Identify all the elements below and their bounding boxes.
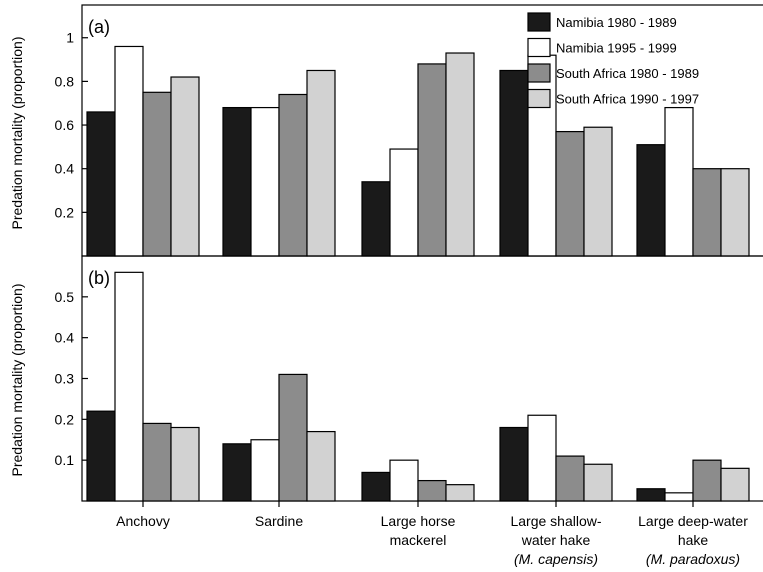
panel-a-label: (a) [88,17,110,37]
legend-swatch-1 [527,12,551,32]
panel-a-bar-s3-c2 [278,93,308,257]
legend-swatch-4 [527,88,551,109]
panel-a-bar-s1-c4 [499,69,529,257]
legend-swatch-2 [527,37,551,58]
panel-a-y-tick-label: 0.2 [55,204,75,220]
panel-b-bar-s4-c4 [583,463,613,502]
panel-b-bar-s3-c2 [278,373,308,502]
x-axis-categories: Anchovy Sardine Large horse mackerel Large s… [116,501,748,567]
x-category-label: Large horse [381,513,456,529]
panel-a-y-tick-label: 0.4 [55,161,75,177]
panel-a-bar-s1-c2 [222,106,252,257]
panel-a: (a) 0.2 0.4 0.6 0.8 1 Predation mortality (p… [9,4,763,257]
legend: Namibia 1980 - 1989 Namibia 1995 - 1999 So… [527,12,699,109]
panel-b-bar-s1-c5 [636,488,666,502]
panel-a-bars [86,45,750,257]
panel-b-bar-s2-c1 [114,271,144,502]
legend-label-2: Namibia 1995 - 1999 [556,41,677,56]
panel-a-bar-s3-c1 [142,91,172,257]
panel-b-bar-s4-c5 [720,467,750,502]
panel-b: (b) 0.1 0.2 0.3 0.4 0.5 Predation mortality … [9,255,763,502]
panel-b-bar-s2-c4 [527,414,557,502]
x-category-label: hake [678,532,709,548]
panel-a-y-tick-label: 0.8 [55,73,75,89]
panel-a-bar-s4-c5 [720,168,750,257]
panel-b-bar-s4-c2 [306,430,336,502]
panel-b-bar-s3-c1 [142,422,172,502]
panel-a-bar-s3-c5 [692,168,722,257]
panel-b-y-tick-label: 0.3 [55,371,75,387]
panel-a-bar-s3-c3 [417,63,447,257]
panel-a-bar-s2-c2 [250,106,280,257]
legend-label-1: Namibia 1980 - 1989 [556,15,677,30]
panel-a-bar-s4-c4 [583,126,613,257]
panel-b-y-tick-label: 0.4 [55,330,75,346]
panel-b-bar-s3-c3 [417,479,447,502]
panel-b-bar-s3-c5 [692,459,722,502]
panel-b-bar-s3-c4 [555,455,585,502]
legend-label-4: South Africa 1990 - 1997 [556,92,699,107]
panel-a-bar-s2-c1 [114,45,144,257]
x-category-label: Sardine [255,513,303,529]
panel-a-y-ticks: 0.2 0.4 0.6 0.8 1 [55,30,88,220]
panel-a-bar-s3-c4 [555,130,585,257]
panel-a-bar-s2-c5 [664,106,694,257]
panel-a-y-label: Predation mortality (proportion) [9,37,25,230]
panel-b-bar-s1-c1 [86,410,116,502]
x-category-label: mackerel [390,532,447,548]
panel-b-bars [86,271,750,502]
panel-a-bar-s2-c4 [527,54,557,257]
x-category-label: Anchovy [116,513,170,529]
panel-b-y-label: Predation mortality (proportion) [9,284,25,477]
panel-b-bar-s2-c2 [250,439,280,502]
panel-b-bar-s2-c3 [389,459,419,502]
x-category-label: water hake [521,532,591,548]
x-category-label: Large deep-water [638,513,748,529]
x-category-species-label: (M. capensis) [514,551,598,567]
panel-b-y-ticks: 0.1 0.2 0.3 0.4 0.5 [55,289,88,468]
panel-b-bar-s4-c3 [445,484,475,502]
legend-swatch-3 [527,63,551,83]
panel-a-bar-s1-c3 [361,181,391,257]
panel-a-bar-s4-c3 [445,52,475,257]
panel-b-bar-s4-c1 [170,426,200,502]
panel-b-y-tick-label: 0.5 [55,289,75,305]
panel-b-bar-s1-c4 [499,426,529,502]
panel-a-bar-s2-c3 [389,148,419,257]
panel-a-bar-s4-c2 [306,69,336,257]
x-category-species-label: (M. paradoxus) [646,551,740,567]
legend-label-3: South Africa 1980 - 1989 [556,66,699,81]
panel-b-y-tick-label: 0.2 [55,411,75,427]
panel-b-bar-s1-c2 [222,443,252,502]
panel-a-y-tick-label: 0.6 [55,117,75,133]
panel-a-bar-s1-c5 [636,144,666,257]
panel-a-y-tick-label: 1 [66,30,74,46]
panel-a-bar-s1-c1 [86,111,116,257]
x-category-label: Large shallow- [510,513,601,529]
panel-b-bar-s1-c3 [361,471,391,502]
panel-b-label: (b) [88,268,110,288]
panel-b-y-tick-label: 0.1 [55,452,75,468]
panel-a-bar-s4-c1 [170,76,200,257]
panel-b-bar-s2-c5 [664,492,694,502]
